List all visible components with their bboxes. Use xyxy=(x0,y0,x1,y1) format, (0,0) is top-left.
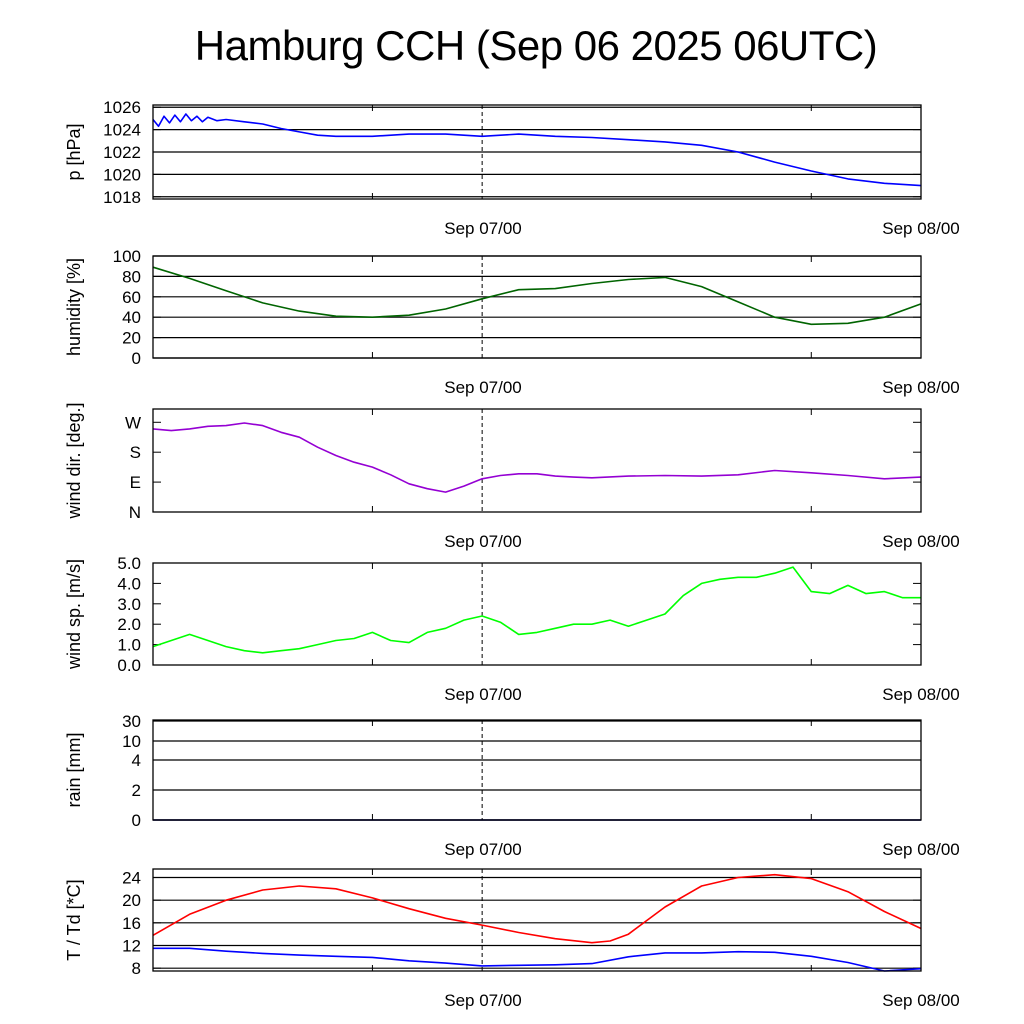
y-tick-label: 80 xyxy=(122,267,141,286)
x-tick-label: Sep 08/00 xyxy=(882,991,960,1010)
y-tick-label: 2.0 xyxy=(117,615,141,634)
y-tick-label: 16 xyxy=(122,914,141,933)
y-tick-label: 4 xyxy=(132,751,141,770)
y-tick-label: 2 xyxy=(132,781,141,800)
y-axis-label: humidity [%] xyxy=(64,258,84,356)
y-axis-label: rain [mm] xyxy=(64,732,84,807)
plot-frame xyxy=(152,255,922,359)
y-tick-label: 1024 xyxy=(103,121,141,140)
series-line xyxy=(152,422,922,493)
x-tick-label: Sep 08/00 xyxy=(882,532,960,551)
y-tick-label: 0.0 xyxy=(117,656,141,675)
series-line xyxy=(153,947,922,972)
y-tick-label: N xyxy=(129,503,141,522)
chart-title: Hamburg CCH (Sep 06 2025 06UTC) xyxy=(194,22,878,69)
y-tick-label: 5.0 xyxy=(117,554,141,573)
plot-frame xyxy=(152,719,922,821)
y-tick-label: 1022 xyxy=(103,143,141,162)
y-tick-label: 8 xyxy=(132,959,141,978)
y-tick-label: 30 xyxy=(122,712,141,731)
plot-frame xyxy=(152,408,922,513)
x-tick-label: Sep 07/00 xyxy=(444,378,522,397)
y-tick-label: 3.0 xyxy=(117,595,141,614)
x-tick-label: Sep 07/00 xyxy=(444,991,522,1010)
series-line xyxy=(152,266,922,326)
y-tick-label: 1026 xyxy=(103,98,141,117)
y-tick-label: 4.0 xyxy=(117,574,141,593)
x-tick-label: Sep 08/00 xyxy=(882,685,960,704)
y-tick-label: 10 xyxy=(122,732,141,751)
y-axis-label: p [hPa] xyxy=(64,123,84,180)
plot-frame xyxy=(152,562,922,666)
y-tick-label: 12 xyxy=(122,937,141,956)
y-tick-label: W xyxy=(125,413,141,432)
x-tick-label: Sep 07/00 xyxy=(444,840,522,859)
y-axis-label: wind sp. [m/s] xyxy=(64,559,84,670)
x-tick-label: Sep 07/00 xyxy=(444,219,522,238)
y-tick-label: 40 xyxy=(122,308,141,327)
y-axis-label: T / Td [*C] xyxy=(64,879,84,960)
y-tick-label: 24 xyxy=(122,869,141,888)
y-tick-label: 60 xyxy=(122,288,141,307)
y-tick-label: 20 xyxy=(122,329,141,348)
y-tick-label: 1020 xyxy=(103,165,141,184)
plot-frame xyxy=(152,868,922,972)
y-tick-label: 0 xyxy=(132,811,141,830)
y-tick-label: 1.0 xyxy=(117,636,141,655)
y-tick-label: S xyxy=(130,443,141,462)
series-line xyxy=(152,566,921,654)
x-tick-label: Sep 08/00 xyxy=(882,219,960,238)
plot-frame xyxy=(152,104,922,200)
y-tick-label: E xyxy=(130,473,141,492)
x-tick-label: Sep 07/00 xyxy=(444,685,522,704)
series-line xyxy=(152,113,922,187)
x-tick-label: Sep 08/00 xyxy=(882,840,960,859)
series-line xyxy=(152,873,922,944)
y-axis-label: wind dir. [deg.] xyxy=(64,402,84,519)
y-tick-label: 20 xyxy=(122,891,141,910)
y-tick-label: 100 xyxy=(113,247,141,266)
x-tick-label: Sep 08/00 xyxy=(882,378,960,397)
x-tick-label: Sep 07/00 xyxy=(444,532,522,551)
y-tick-label: 0 xyxy=(132,349,141,368)
y-tick-label: 1018 xyxy=(103,188,141,207)
